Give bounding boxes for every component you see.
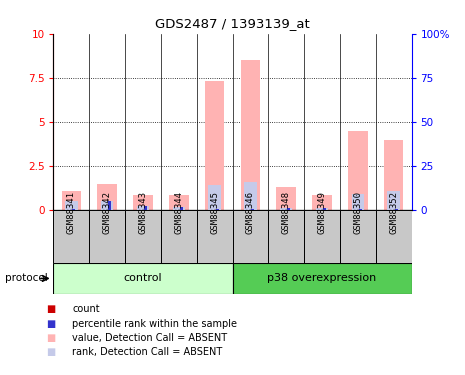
Text: percentile rank within the sample: percentile rank within the sample: [72, 319, 237, 328]
Bar: [97, 184, 117, 210]
Bar: [101, 201, 113, 210]
Text: value, Detection Call = ABSENT: value, Detection Call = ABSENT: [72, 333, 227, 343]
Bar: [208, 185, 221, 210]
Text: count: count: [72, 304, 100, 314]
Text: ■: ■: [46, 304, 56, 314]
Text: ■: ■: [46, 319, 56, 328]
Bar: [352, 194, 364, 210]
Bar: [252, 209, 254, 210]
Bar: [359, 209, 362, 210]
Bar: [348, 131, 368, 210]
Bar: [53, 210, 89, 262]
Text: GSM88345: GSM88345: [210, 190, 219, 234]
Text: ■: ■: [46, 333, 56, 343]
Bar: [395, 209, 398, 210]
Text: GDS2487 / 1393139_at: GDS2487 / 1393139_at: [155, 17, 310, 30]
Bar: [211, 209, 213, 210]
Text: ■: ■: [46, 347, 56, 357]
Text: protocol: protocol: [5, 273, 47, 284]
Text: GSM88344: GSM88344: [174, 190, 183, 234]
Bar: [282, 209, 285, 210]
Bar: [125, 210, 161, 262]
Bar: [287, 208, 290, 210]
Bar: [354, 209, 357, 210]
Text: GSM88342: GSM88342: [103, 190, 112, 234]
Bar: [144, 207, 147, 210]
Bar: [53, 262, 232, 294]
Text: GSM88349: GSM88349: [318, 190, 326, 234]
Bar: [312, 195, 332, 210]
Text: GSM88346: GSM88346: [246, 190, 255, 234]
Bar: [161, 210, 197, 262]
Bar: [180, 207, 183, 210]
Bar: [276, 187, 296, 210]
Text: rank, Detection Call = ABSENT: rank, Detection Call = ABSENT: [72, 347, 222, 357]
Bar: [318, 209, 321, 210]
Bar: [384, 140, 404, 210]
Bar: [67, 209, 70, 210]
Bar: [316, 208, 328, 210]
Bar: [244, 182, 257, 210]
Bar: [232, 262, 412, 294]
Bar: [304, 210, 340, 262]
Text: GSM88350: GSM88350: [353, 190, 362, 234]
Bar: [169, 195, 189, 210]
Bar: [268, 210, 304, 262]
Bar: [240, 60, 260, 210]
Bar: [103, 209, 106, 210]
Bar: [340, 210, 376, 262]
Bar: [89, 210, 125, 262]
Bar: [232, 210, 268, 262]
Bar: [108, 201, 111, 210]
Bar: [133, 195, 153, 210]
Text: GSM88341: GSM88341: [67, 190, 76, 234]
Text: GSM88343: GSM88343: [139, 190, 147, 234]
Text: GSM88348: GSM88348: [282, 190, 291, 234]
Bar: [323, 208, 326, 210]
Bar: [387, 192, 400, 210]
Text: control: control: [124, 273, 162, 284]
Bar: [65, 201, 78, 210]
Bar: [376, 210, 412, 262]
Text: GSM88352: GSM88352: [389, 190, 398, 234]
Bar: [137, 207, 149, 210]
Bar: [246, 209, 249, 210]
Bar: [197, 210, 232, 262]
Bar: [390, 209, 392, 210]
Text: p38 overexpression: p38 overexpression: [267, 273, 377, 284]
Bar: [73, 209, 75, 210]
Bar: [280, 208, 292, 210]
Bar: [216, 209, 219, 210]
Bar: [139, 209, 142, 210]
Bar: [173, 207, 185, 210]
Bar: [175, 209, 178, 210]
Bar: [205, 81, 225, 210]
Bar: [61, 190, 81, 210]
